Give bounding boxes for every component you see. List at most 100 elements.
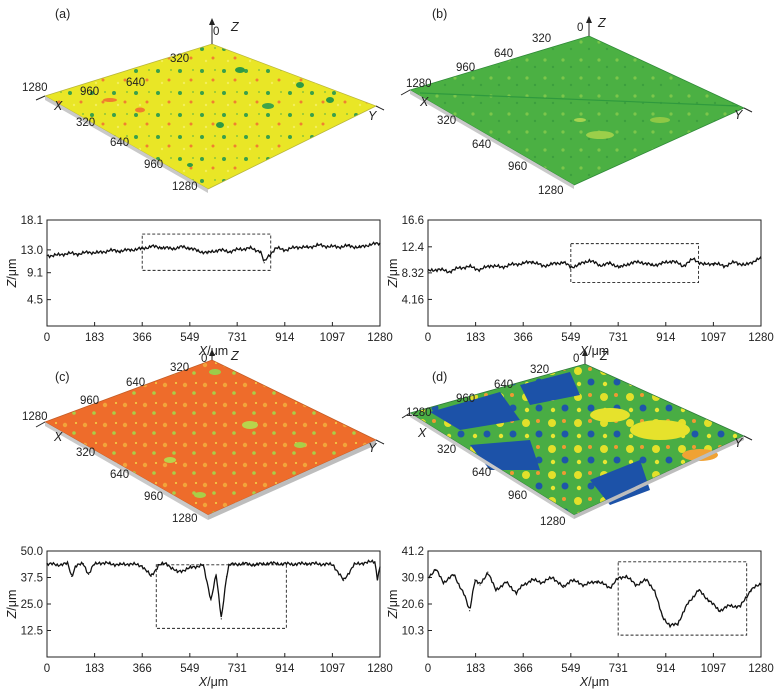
- data-point: [150, 245, 152, 247]
- data-point: [703, 264, 705, 266]
- x-axis-label: X/μm: [579, 675, 609, 689]
- data-point: [207, 252, 209, 254]
- svg-text:320: 320: [530, 364, 549, 376]
- data-point: [552, 576, 554, 578]
- data-point: [129, 249, 131, 251]
- x-tick-label: 1280: [748, 663, 774, 675]
- data-point: [692, 258, 694, 260]
- data-point: [760, 257, 762, 259]
- data-point: [189, 247, 191, 249]
- svg-text:320: 320: [170, 53, 189, 65]
- data-point: [141, 565, 143, 567]
- svg-text:0: 0: [573, 353, 579, 365]
- data-point: [238, 248, 241, 250]
- data-point: [617, 577, 619, 580]
- data-point: [88, 251, 90, 253]
- data-point: [46, 563, 48, 565]
- data-point: [562, 261, 564, 263]
- x-tick-label: 1097: [320, 663, 346, 675]
- y-axis-label: Z/μm: [386, 590, 400, 620]
- data-point: [677, 622, 679, 625]
- axis-z-d: Z: [599, 349, 608, 363]
- data-point: [67, 563, 69, 565]
- data-point: [108, 249, 111, 252]
- data-point: [570, 266, 572, 268]
- y-tick-label: 20.6: [402, 599, 424, 611]
- plot-frame: [427, 219, 762, 327]
- profile-chart-d: 0 183 366 549 731 914 1097 1280 10.3 20.6 30.9 41.2…: [386, 546, 774, 689]
- profile-chart-c: 0 183 366 549 731 914 1097 1280 12.5 25.0 37.5 50.0…: [5, 546, 393, 689]
- y-axis-label: Z/μm: [386, 259, 400, 289]
- axis-y-c: Y: [368, 441, 378, 455]
- axis-y-d: Y: [734, 436, 744, 450]
- data-point: [443, 581, 445, 583]
- panel-label-d: (d): [432, 370, 447, 384]
- x-tick-label: 366: [514, 332, 533, 344]
- data-point: [119, 250, 121, 252]
- x-tick-label: 914: [275, 332, 295, 344]
- data-point: [181, 246, 183, 248]
- x-tick-label: 914: [275, 663, 295, 675]
- y-tick-label: 4.5: [27, 295, 43, 307]
- svg-text:320: 320: [76, 447, 95, 459]
- x-tick-label: 549: [180, 332, 199, 344]
- surface-panel-c: (c) Z 0 X Y 320 640 960 1280 320 640 960…: [22, 349, 385, 525]
- svg-text:1280: 1280: [172, 513, 198, 525]
- data-point: [71, 575, 73, 578]
- svg-text:640: 640: [110, 469, 129, 481]
- y-tick-label: 50.0: [21, 546, 43, 558]
- x-tick-label: 0: [425, 332, 431, 344]
- surface-panel-a: (a) Z 0 X Y 320 640 960 1280 320 640 960…: [22, 7, 385, 193]
- data-point: [661, 615, 663, 617]
- x-tick-label: 731: [609, 663, 628, 675]
- svg-text:0: 0: [201, 353, 207, 365]
- axis-z-a: Z: [230, 20, 239, 34]
- svg-text:960: 960: [80, 395, 99, 407]
- data-point: [306, 562, 308, 565]
- svg-text:640: 640: [472, 467, 491, 479]
- y-tick-label: 13.0: [21, 245, 43, 257]
- data-point: [342, 580, 345, 582]
- data-point: [435, 568, 437, 571]
- surface-blobs-c: [164, 369, 306, 498]
- data-point: [640, 261, 642, 263]
- x-axis-label: X/μm: [579, 344, 609, 358]
- data-point: [718, 610, 720, 612]
- svg-text:1280: 1280: [22, 411, 48, 423]
- axis-z-b: Z: [597, 16, 606, 30]
- data-point: [578, 264, 580, 266]
- surface-blobs-b: [574, 117, 670, 139]
- x-tick-label: 549: [561, 663, 580, 675]
- axis-x-b: X: [419, 95, 429, 109]
- data-point: [661, 262, 663, 265]
- x-tick-label: 0: [44, 663, 50, 675]
- surface-panel-d: (d) Z 0 X Y 320 640 960 1280 320 640 960…: [401, 349, 753, 528]
- plot-frame: [46, 550, 381, 658]
- data-point: [358, 246, 360, 249]
- data-point: [296, 246, 298, 248]
- data-point: [267, 562, 269, 564]
- data-point: [348, 245, 350, 247]
- data-point: [254, 564, 256, 566]
- data-point: [275, 247, 277, 249]
- data-point: [469, 266, 471, 268]
- axis-y-a: Y: [368, 109, 378, 123]
- svg-text:960: 960: [456, 62, 475, 74]
- data-point: [316, 244, 319, 246]
- data-point: [259, 250, 261, 252]
- profile-line: [427, 568, 762, 629]
- svg-text:0: 0: [577, 22, 583, 34]
- x-tick-label: 1280: [367, 663, 393, 675]
- data-point: [353, 564, 355, 566]
- data-point: [635, 584, 637, 586]
- data-point: [474, 579, 476, 581]
- data-point: [609, 262, 611, 265]
- data-point: [176, 571, 178, 573]
- axis-x-a: X: [53, 99, 63, 113]
- y-tick-label: 8.32: [402, 268, 424, 280]
- profile-chart-a: 0 183 366 549 731 914 1097 1280 4.5 9.1 13.0 18.1 X/…: [5, 215, 393, 358]
- y-tick-label: 12.4: [402, 242, 425, 254]
- axis-y-b: Y: [734, 108, 744, 122]
- svg-text:640: 640: [126, 77, 145, 89]
- data-point: [625, 575, 627, 577]
